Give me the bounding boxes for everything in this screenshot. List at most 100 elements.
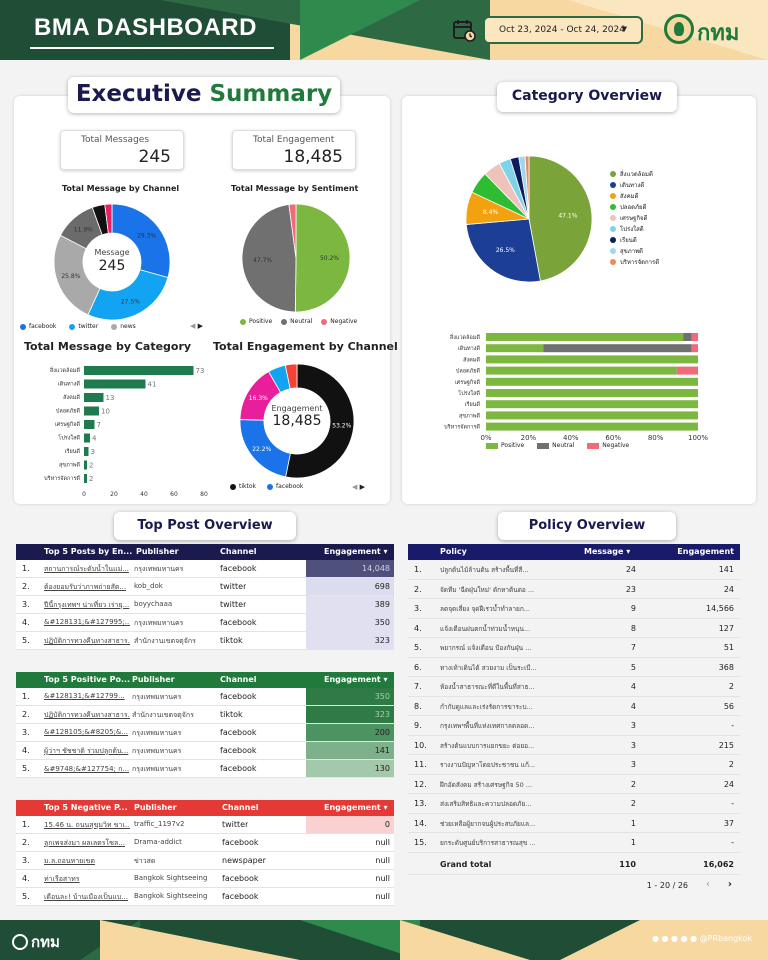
stack-segment[interactable] — [486, 377, 698, 386]
table-row[interactable]: 3. &#128105;&#8205;&... กรุงเทพมหานคร faceb… — [16, 724, 394, 742]
table-row[interactable]: 15. ยกระดับศูนย์บริการสาธารณสุข ... 1 - — [408, 833, 740, 853]
table-row[interactable]: 13. ส่งเสริมสิทธิและความปลอดภัย... 2 - — [408, 794, 740, 814]
col-channel[interactable]: Channel — [222, 803, 259, 812]
table-row[interactable]: 3. ลดจุดเสี่ยง จุดฝีเรวบ้ำทำลายก... 9 14,56… — [408, 599, 740, 619]
stack-segment[interactable] — [691, 344, 698, 353]
stack-segment[interactable] — [486, 355, 698, 364]
stack-segment[interactable] — [486, 411, 698, 420]
table-row[interactable]: 7. ห้องน้ำสาธารณะที่ดีในพื้นที่สาธ... 4 2 — [408, 677, 740, 697]
pie-slice[interactable] — [285, 363, 355, 479]
post-link[interactable]: &#9748;&#127754; ก... — [44, 765, 130, 773]
post-link[interactable]: ท่าเรือสาทร — [44, 875, 80, 883]
table-row[interactable]: 1. &#128131;&#12799... กรุงเทพมหานคร facebo… — [16, 688, 394, 706]
bar[interactable] — [84, 393, 104, 402]
table-row[interactable]: 4. ผู้ว่าฯ ชัชชาติ ร่วมปลูกต้น... กรุงเทพม… — [16, 742, 394, 760]
table-row[interactable]: 5. พยากรณ์ แจ้งเตือน ป้องกันฝุ่น ... 7 51 — [408, 638, 740, 658]
bar[interactable] — [84, 420, 95, 429]
post-link[interactable]: ปฏิบัติการทวงคืนทางสาธาร... — [44, 711, 130, 719]
table-row[interactable]: 11. รางงานปัญหาโดยประชาชน แก้... 3 2 — [408, 755, 740, 775]
pie-slice[interactable] — [111, 203, 171, 278]
table-row[interactable]: 2. ต้องยอมรับว่าภาพถ่ายสัต... kob_dok twitt… — [16, 578, 394, 596]
post-link[interactable]: ต้องยอมรับว่าภาพถ่ายสัต... — [44, 583, 127, 591]
table-row[interactable]: 8. กำกับดูแลและเร่งรัดการขาระบ... 4 56 — [408, 697, 740, 716]
stack-segment[interactable] — [486, 333, 684, 341]
bar[interactable] — [84, 447, 89, 456]
table-row[interactable]: 2. จัดทีม 'ฉีดฝุ่นใหม่' ดักหาต้นตอ ... 23 2… — [408, 580, 740, 599]
post-link[interactable]: &#128131;&#12799... — [44, 692, 125, 700]
col-channel[interactable]: Channel — [220, 675, 257, 684]
caret-down-icon[interactable]: ▼ — [621, 25, 627, 33]
prev-page-icon[interactable]: ‹ — [706, 878, 710, 890]
col-post[interactable]: Top 5 Negative P... — [44, 803, 128, 812]
pie-slice[interactable] — [87, 269, 169, 321]
date-range-picker[interactable]: Oct 23, 2024 - Oct 24, 2024 ▼ — [483, 16, 643, 44]
table-row[interactable]: 12. ฝึกอัดสังคม สร้างเศรษฐกิจ 50 ... 2 24 — [408, 775, 740, 794]
stack-segment[interactable] — [683, 333, 692, 341]
col-policy[interactable]: Policy — [440, 547, 467, 556]
post-link[interactable]: 15.46 น. ถนนสุขุมวิท ขาเ... — [44, 821, 130, 829]
table-row[interactable]: 14. ช่วยเหลือผู้ยากจนผู้ประสบภัยแล... 1 37 — [408, 814, 740, 833]
table-row[interactable]: 4. &#128131;&#127995;... กรุงเทพมหานคร face… — [16, 614, 394, 632]
table-row[interactable]: 1. 15.46 น. ถนนสุขุมวิท ขาเ... traffic_119… — [16, 816, 394, 834]
bar[interactable] — [84, 433, 90, 443]
social-links[interactable]: ● ● ● ● ● @PRbangkok — [652, 934, 753, 943]
stack-segment[interactable] — [691, 333, 698, 341]
post-link[interactable]: ผู้ว่าฯ ชัชชาติ ร่วมปลูกต้น... — [44, 747, 129, 755]
post-link[interactable]: สถานการณ์ระดับน้ำในแม่... — [44, 565, 129, 573]
table-row[interactable]: 4. ท่าเรือสาทร Bangkok Sightseeing facebook… — [16, 870, 394, 888]
table-row[interactable]: 1. สถานการณ์ระดับน้ำในแม่... กรุงเทพมหานคร… — [16, 560, 394, 578]
table-row[interactable]: 2. ลูกเพจส่งมา ผลเลตรโซล... Drama-addict fa… — [16, 834, 394, 852]
table-row[interactable]: 3. ปีนี้กรุงเทพฯ น่าเที่ยว เร่ายุ... boyyc… — [16, 596, 394, 614]
stack-segment[interactable] — [543, 344, 692, 353]
col-post[interactable]: Top 5 Posts by En... — [44, 547, 133, 556]
col-channel[interactable]: Channel — [220, 547, 257, 556]
bar[interactable] — [84, 474, 87, 483]
post-link[interactable]: &#128105;&#8205;&... — [44, 728, 129, 736]
bar[interactable] — [84, 379, 146, 389]
stack-segment[interactable] — [676, 366, 698, 375]
table-row[interactable]: 3. ม.ล.ถอนหายเขต ข่าวสด newspaper null — [16, 852, 394, 870]
stack-segment[interactable] — [486, 422, 698, 431]
stack-segment[interactable] — [486, 366, 677, 375]
col-publisher[interactable]: Publisher — [134, 803, 177, 812]
post-link[interactable]: เดือนละ! บ้านเมืองเป็นแบ... — [44, 893, 129, 901]
table-row[interactable]: 9. กรุงเทพฯพื้นที่แห่งเทศกาลตลอด... 3 - — [408, 716, 740, 736]
table-row[interactable]: 4. แจ้งเตือนฝนตกน้ำท่วมน้ำหนุน... 8 127 — [408, 619, 740, 638]
table-row[interactable]: 6. ทางเท้าเดินได้ สวยงาม เป็นระเบี... 5 368 — [408, 658, 740, 677]
col-publisher[interactable]: Publisher — [136, 547, 179, 556]
pie-slice[interactable] — [524, 155, 530, 220]
table-row[interactable]: 5. เดือนละ! บ้านเมืองเป็นแบ... Bangkok Sig… — [16, 888, 394, 906]
pie-slice[interactable] — [288, 203, 297, 259]
social-handle[interactable]: @PRbangkok — [699, 934, 753, 943]
table-row[interactable]: 5. &#9748;&#127754; ก... กรุงเทพมหานคร face… — [16, 760, 394, 778]
bar[interactable] — [84, 366, 194, 375]
calendar-icon[interactable] — [452, 18, 476, 42]
pie-slice[interactable] — [528, 155, 593, 282]
pie-slice[interactable] — [104, 203, 113, 234]
table-row[interactable]: 10. สร้างต้นแบบการแยกขยะ ต่อยอ... 3 215 — [408, 736, 740, 755]
next-page-icon[interactable]: › — [727, 878, 732, 890]
col-engagement[interactable]: Engagement ▾ — [324, 675, 388, 684]
bar[interactable] — [84, 406, 99, 416]
stack-segment[interactable] — [486, 400, 698, 409]
col-engagement[interactable]: Engagement — [677, 547, 734, 556]
pie-slice[interactable] — [294, 203, 351, 313]
table-row[interactable]: 2. ปฏิบัติการทวงคืนทางสาธาร... สำนักงานเขต… — [16, 706, 394, 724]
post-link[interactable]: ปฏิบัติการทวงคืนทางสาธาร... — [44, 637, 130, 645]
col-message[interactable]: Message ▾ — [584, 547, 631, 556]
post-link[interactable]: &#128131;&#127995;... — [44, 618, 130, 626]
col-post[interactable]: Top 5 Positive Po... — [44, 675, 131, 684]
col-engagement[interactable]: Engagement ▾ — [324, 803, 388, 812]
col-publisher[interactable]: Publisher — [132, 675, 175, 684]
legend-pager-icon[interactable]: ◀ ▶ — [190, 322, 203, 330]
post-link[interactable]: ปีนี้กรุงเทพฯ น่าเที่ยว เร่ายุ... — [44, 601, 130, 609]
post-link[interactable]: ม.ล.ถอนหายเขต — [44, 857, 95, 865]
pie-slice[interactable] — [284, 363, 298, 390]
pie-slice[interactable] — [465, 218, 541, 283]
post-link[interactable]: ลูกเพจส่งมา ผลเลตรโซล... — [44, 839, 125, 847]
legend-pager-icon[interactable]: ◀ ▶ — [352, 483, 365, 491]
stack-segment[interactable] — [486, 389, 698, 397]
table-row[interactable]: 1. ปลูกต้นไม้ล้านต้น สร้างพื้นที่สี... 24 1… — [408, 560, 740, 580]
col-engagement[interactable]: Engagement ▾ — [324, 547, 388, 556]
bar[interactable] — [84, 460, 87, 470]
